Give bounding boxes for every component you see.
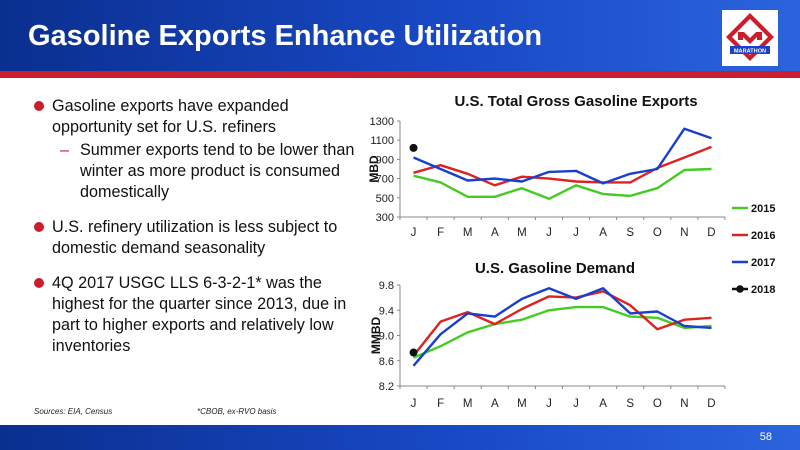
bullet-item: Gasoline exports have expanded opportuni… — [34, 96, 369, 203]
bullet-text: 4Q 2017 USGC LLS 6-3-2-1* was the highes… — [52, 274, 347, 355]
series-line-2016 — [413, 145, 712, 187]
y-tick-label: 500 — [376, 193, 394, 205]
bullet-dot-icon — [34, 278, 44, 288]
bullet-text: Gasoline exports have expanded opportuni… — [52, 97, 289, 136]
header-bar — [0, 0, 800, 78]
basis-footnote: *CBOB, ex-RVO basis — [197, 407, 277, 416]
x-tick-label: S — [626, 398, 634, 410]
bullet-dot-icon — [34, 101, 44, 111]
x-tick-label: M — [517, 398, 527, 410]
y-tick-label: 900 — [376, 154, 394, 166]
x-tick-label: J — [546, 398, 552, 410]
data-point-2018 — [409, 348, 418, 357]
x-tick-label: J — [573, 398, 579, 410]
bullet-list: Gasoline exports have expanded opportuni… — [34, 96, 369, 367]
x-tick-label: M — [517, 227, 527, 239]
dash-icon: – — [60, 141, 70, 159]
slide-title: Gasoline Exports Enhance Utilization — [28, 20, 543, 52]
y-tick-label: 1100 — [370, 135, 394, 147]
legend-label-2017: 2017 — [751, 257, 775, 269]
header-accent-stripe — [0, 71, 800, 78]
y-tick-label: 300 — [376, 212, 394, 224]
y-tick-label: 9.8 — [379, 280, 394, 292]
bullet-text: U.S. refinery utilization is less subjec… — [52, 218, 338, 257]
bullet-item: 4Q 2017 USGC LLS 6-3-2-1* was the highes… — [34, 273, 369, 357]
x-tick-label: O — [653, 398, 662, 410]
series-line-2017 — [413, 127, 712, 185]
series-line-2015 — [413, 305, 712, 359]
x-tick-label: J — [546, 227, 552, 239]
y-tick-label: 9.4 — [379, 305, 394, 317]
y-tick-label: 700 — [376, 174, 394, 186]
y-axis-label: MMBD — [369, 317, 383, 355]
chart-title: U.S. Total Gross Gasoline Exports — [454, 93, 697, 110]
legend-label-2015: 2015 — [751, 203, 775, 215]
x-tick-label: A — [599, 398, 607, 410]
x-tick-label: J — [411, 398, 417, 410]
x-tick-label: S — [626, 227, 634, 239]
x-tick-label: D — [707, 398, 715, 410]
sub-bullet-item: – Summer exports tend to be lower than w… — [34, 140, 369, 203]
x-tick-label: M — [463, 398, 473, 410]
x-tick-label: N — [680, 227, 688, 239]
bullet-item: U.S. refinery utilization is less subjec… — [34, 217, 369, 259]
sources-footnote: Sources: EIA, Census — [34, 407, 113, 416]
y-axis-label: MBD — [367, 155, 381, 183]
legend-label-2016: 2016 — [751, 230, 775, 242]
x-tick-label: J — [411, 227, 417, 239]
x-tick-label: N — [680, 398, 688, 410]
series-line-2016 — [412, 290, 712, 357]
legend-label-2018: 2018 — [751, 284, 775, 296]
data-point-2018 — [409, 143, 418, 152]
y-tick-label: 8.2 — [379, 381, 394, 393]
legend-marker-2018 — [736, 285, 744, 293]
x-tick-label: O — [653, 227, 662, 239]
series-line-2015 — [413, 167, 712, 201]
x-tick-label: M — [463, 227, 473, 239]
x-tick-label: A — [491, 398, 499, 410]
x-tick-label: D — [707, 227, 715, 239]
y-tick-label: 9.0 — [379, 331, 394, 343]
sub-bullet-text: Summer exports tend to be lower than win… — [80, 141, 355, 201]
x-tick-label: A — [491, 227, 499, 239]
y-tick-label: 8.6 — [379, 356, 394, 368]
chart-title: U.S. Gasoline Demand — [475, 260, 635, 277]
page-number: 58 — [759, 431, 772, 443]
marathon-logo: MARATHON — [722, 10, 778, 66]
x-tick-label: F — [437, 227, 444, 239]
logo-wordmark: MARATHON — [734, 49, 766, 55]
y-tick-label: 1300 — [370, 116, 394, 128]
footer-bar: 58 — [0, 425, 800, 450]
x-tick-label: A — [599, 227, 607, 239]
bullet-dot-icon — [34, 222, 44, 232]
x-tick-label: J — [573, 227, 579, 239]
x-tick-label: F — [437, 398, 444, 410]
series-line-2017 — [412, 287, 712, 367]
